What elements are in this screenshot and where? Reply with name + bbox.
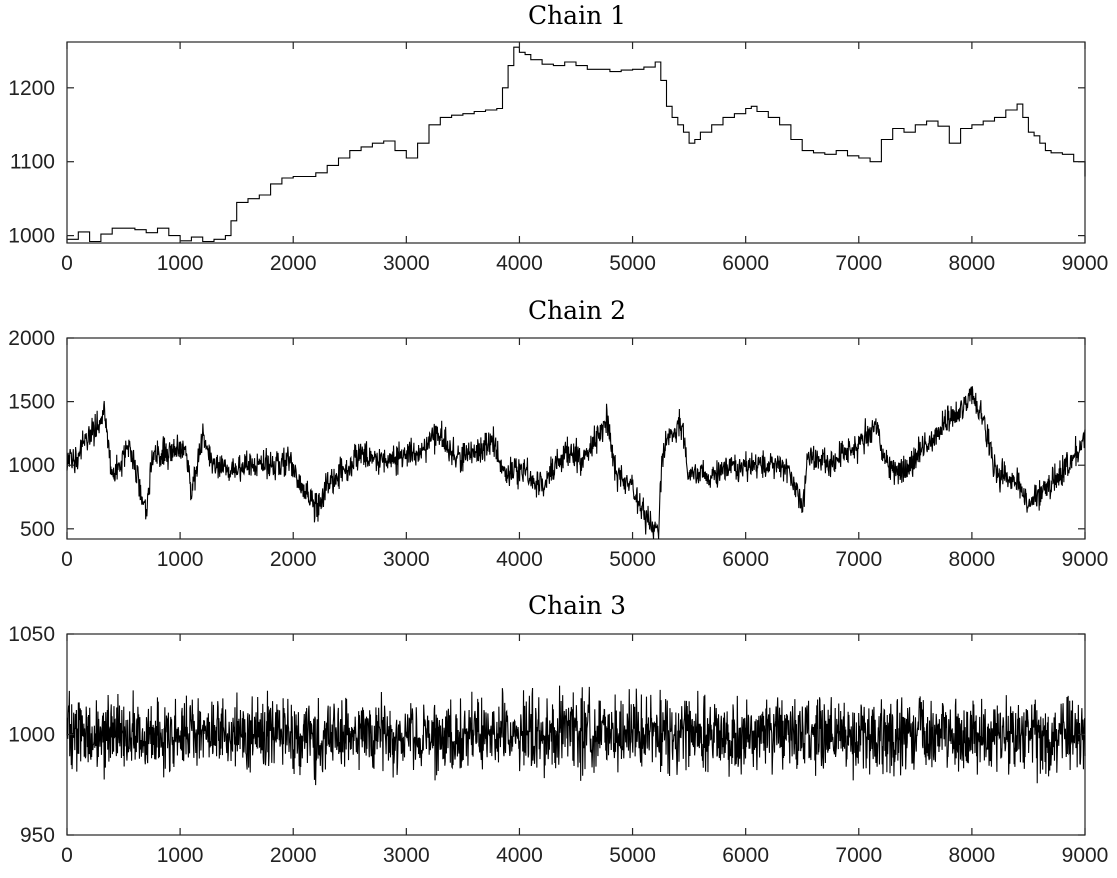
chain-1-title: Chain 1: [528, 1, 626, 30]
chain-1-x-tick-label: 9000: [1062, 252, 1109, 275]
chain-2-y-tick-label: 1500: [8, 391, 55, 414]
chain-2-x-tick-label: 0: [61, 548, 73, 571]
chain-2-x-tick-label: 9000: [1062, 548, 1109, 571]
chain-3-y-tick-label: 1000: [8, 724, 55, 747]
chain-3-x-tick-label: 9000: [1062, 844, 1109, 867]
chain-3-x-tick-label: 0: [61, 844, 73, 867]
chain-2-x-tick-label: 7000: [835, 548, 882, 571]
chain-2-x-tick-label: 5000: [609, 548, 656, 571]
chain-2-x-tick-label: 4000: [496, 548, 543, 571]
chain-3-x-tick-label: 7000: [835, 844, 882, 867]
chain-1-x-tick-label: 2000: [270, 252, 317, 275]
chain-3-x-tick-label: 3000: [383, 844, 430, 867]
chain-2-y-tick-label: 500: [20, 518, 55, 541]
chain-1-x-tick-label: 5000: [609, 252, 656, 275]
chain-1-series-line: [67, 46, 1086, 243]
chain-1-panel: Chain 1 0 1000 2000 3000 4000 5000 6000 7000 800…: [8, 1, 1108, 275]
chain-2-y-tick-label: 2000: [8, 327, 55, 350]
chain-3-x-tick-label: 4000: [496, 844, 543, 867]
chain-3-x-tick-label: 1000: [157, 844, 204, 867]
chain-3-x-tick-label: 5000: [609, 844, 656, 867]
chain-2-y-tick-label: 1000: [8, 454, 55, 477]
chain-1-y-tick-label: 1200: [8, 77, 55, 100]
chain-1-y-tick-label: 1000: [8, 225, 55, 248]
chain-2-series-line: [66, 386, 1086, 540]
chain-1-x-tick-label: 8000: [949, 252, 996, 275]
chain-3-x-tick-label: 8000: [949, 844, 996, 867]
chain-1-x-tick-label: 0: [61, 252, 73, 275]
chain-3-title: Chain 3: [528, 591, 626, 620]
chain-2-x-tick-label: 1000: [157, 548, 204, 571]
chain-1-x-tick-label: 6000: [722, 252, 769, 275]
chain-1-ticks: 0 1000 2000 3000 4000 5000 6000 7000 8000 9000 100…: [8, 42, 1108, 275]
chain-3-y-tick-label: 1050: [8, 623, 55, 646]
chain-3-panel: Chain 3 0 1000 2000 3000 4000 5000 6000 7000 800…: [8, 591, 1108, 867]
chain-2-x-tick-label: 8000: [949, 548, 996, 571]
chain-2-x-tick-label: 2000: [270, 548, 317, 571]
chain-2-x-tick-label: 6000: [722, 548, 769, 571]
chain-1-axes: [66, 41, 1086, 244]
chain-1-x-tick-label: 4000: [496, 252, 543, 275]
chain-2-ticks: 0 1000 2000 3000 4000 5000 6000 7000 8000 9000 500…: [8, 327, 1108, 571]
chain-1-x-tick-label: 1000: [157, 252, 204, 275]
chain-3-y-tick-label: 950: [20, 824, 55, 847]
chain-1-y-tick-label: 1100: [10, 151, 55, 174]
chain-3-x-tick-label: 2000: [270, 844, 317, 867]
chain-2-panel: Chain 2 0 1000 2000 3000 4000 5000 6000 7000 800…: [8, 296, 1108, 571]
chain-2-title: Chain 2: [528, 296, 626, 325]
chain-1-x-tick-label: 7000: [835, 252, 882, 275]
chain-1-x-tick-label: 3000: [383, 252, 430, 275]
chain-3-x-tick-label: 6000: [722, 844, 769, 867]
chain-3-series-line: [66, 685, 1086, 786]
chain-2-x-tick-label: 3000: [383, 548, 430, 571]
chain-3-ticks: 0 1000 2000 3000 4000 5000 6000 7000 8000 9000 950…: [8, 623, 1108, 867]
